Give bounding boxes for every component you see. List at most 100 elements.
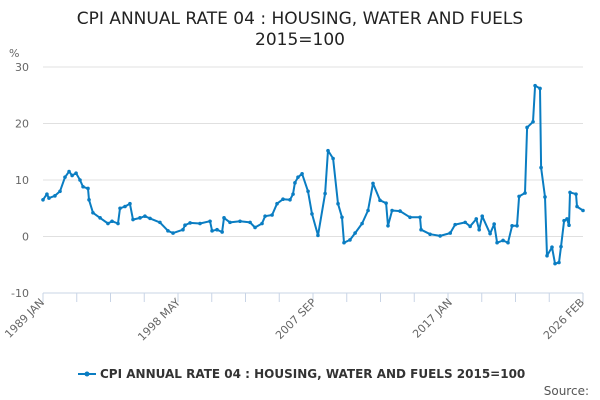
- data-point: [98, 216, 102, 220]
- data-point: [366, 208, 370, 213]
- data-point: [371, 181, 375, 186]
- data-point: [463, 220, 467, 225]
- data-point: [253, 225, 257, 230]
- data-point: [517, 194, 521, 199]
- x-tick-label: 1998 MAY: [135, 296, 183, 344]
- data-point: [188, 221, 192, 225]
- data-point: [575, 204, 579, 209]
- data-point: [360, 221, 364, 226]
- data-point: [81, 184, 85, 189]
- data-point: [228, 220, 232, 225]
- x-tick-label: 2017 JAN: [410, 296, 455, 341]
- x-tick-label: 1989 JAN: [2, 296, 47, 341]
- data-point: [87, 197, 91, 202]
- data-point: [181, 227, 185, 232]
- data-point: [78, 178, 82, 182]
- data-point: [131, 217, 135, 222]
- source-label: Source:: [544, 384, 589, 398]
- data-point: [45, 192, 49, 196]
- data-point: [41, 197, 45, 202]
- data-point: [581, 208, 585, 213]
- data-point: [523, 191, 527, 195]
- data-point: [418, 215, 422, 220]
- data-point: [488, 231, 492, 236]
- data-point: [208, 219, 212, 224]
- data-point: [543, 195, 547, 199]
- data-point: [138, 216, 142, 220]
- data-point: [310, 212, 314, 216]
- data-point: [448, 231, 452, 235]
- data-point: [539, 165, 543, 170]
- data-point: [567, 223, 571, 227]
- data-point: [326, 148, 330, 153]
- data-point: [118, 206, 122, 211]
- data-point: [474, 217, 479, 221]
- data-point: [291, 192, 295, 196]
- legend[interactable]: CPI ANNUAL RATE 04 : HOUSING, WATER AND …: [78, 367, 525, 381]
- y-tick-label: 20: [15, 118, 29, 131]
- data-point: [183, 223, 187, 227]
- data-point: [263, 214, 267, 218]
- data-point: [70, 173, 74, 178]
- data-point: [342, 240, 346, 245]
- data-point: [110, 219, 114, 224]
- data-point: [215, 227, 219, 232]
- y-axis-label: %: [9, 47, 19, 60]
- data-point: [238, 219, 242, 224]
- data-point: [116, 221, 120, 226]
- data-point: [506, 240, 510, 245]
- data-point: [148, 216, 152, 221]
- data-point: [143, 214, 147, 218]
- y-tick-label: -10: [11, 287, 29, 300]
- chart-title-line-2: 2015=100: [255, 30, 345, 50]
- x-tick-label: 2007 SEP: [273, 296, 319, 342]
- data-point: [550, 245, 554, 250]
- data-point: [275, 201, 279, 206]
- data-point: [525, 125, 529, 130]
- data-point: [270, 213, 274, 217]
- data-point: [53, 194, 57, 198]
- data-point: [260, 221, 264, 226]
- data-point: [384, 201, 388, 205]
- data-point: [353, 231, 357, 235]
- data-point: [281, 197, 285, 202]
- data-point: [510, 223, 514, 228]
- data-point: [492, 222, 496, 226]
- y-tick-label: 0: [22, 231, 29, 244]
- data-point: [348, 238, 352, 242]
- data-point: [106, 221, 110, 226]
- data-point: [495, 240, 499, 245]
- data-point: [408, 215, 412, 220]
- data-point: [248, 220, 252, 225]
- data-point: [438, 234, 442, 238]
- data-point: [453, 222, 457, 227]
- data-point: [323, 191, 327, 196]
- chart-title-line-1: CPI ANNUAL RATE 04 : HOUSING, WATER AND …: [77, 9, 523, 29]
- y-tick-label: 30: [15, 61, 29, 74]
- data-point: [128, 201, 132, 206]
- data-point: [565, 217, 569, 221]
- data-point: [340, 215, 344, 220]
- data-point: [428, 232, 432, 237]
- data-point: [533, 83, 537, 88]
- data-point: [222, 216, 226, 220]
- y-tick-label: 10: [15, 174, 29, 187]
- data-point: [123, 204, 127, 209]
- data-point: [91, 210, 95, 215]
- data-point: [531, 120, 535, 124]
- data-point: [562, 218, 566, 223]
- data-point: [515, 223, 519, 228]
- data-point: [477, 227, 481, 232]
- data-point: [288, 197, 292, 202]
- data-point: [300, 171, 304, 176]
- data-point: [63, 175, 67, 179]
- data-point: [58, 189, 62, 194]
- data-point: [553, 261, 557, 266]
- data-point: [220, 230, 224, 234]
- data-point: [336, 201, 340, 206]
- data-point: [480, 214, 485, 218]
- data-point: [378, 198, 382, 203]
- legend-marker-icon: [84, 371, 90, 377]
